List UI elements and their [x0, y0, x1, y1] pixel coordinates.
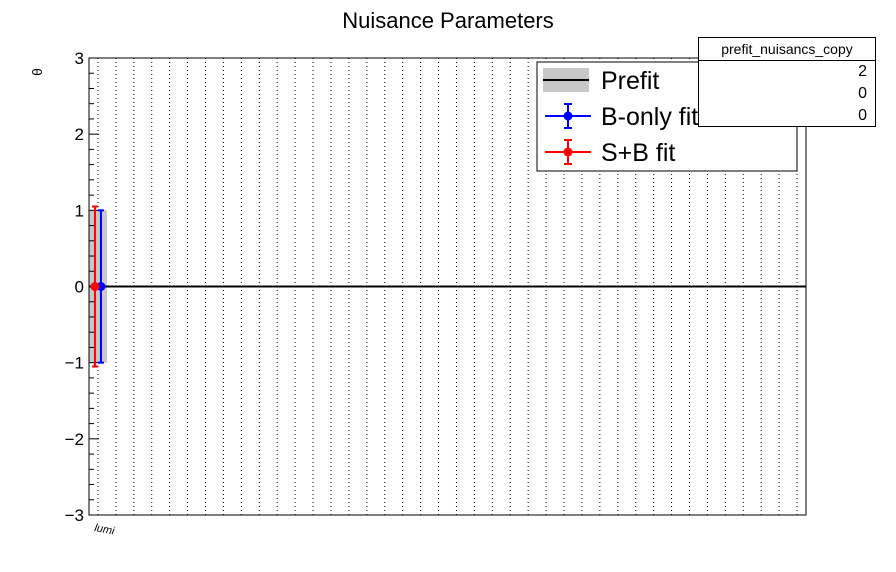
- stats-box-title: prefit_nuisancs_copy: [699, 38, 875, 61]
- legend-marker: [563, 147, 573, 157]
- x-category-label: lumi: [93, 522, 115, 537]
- stats-box-row: 0: [858, 107, 867, 124]
- stats-box-row: 2: [858, 63, 867, 80]
- legend-label: B-only fit: [601, 103, 698, 131]
- y-tick-label: −3: [65, 506, 84, 525]
- data-point: [90, 282, 100, 291]
- y-tick-label: 1: [75, 201, 84, 220]
- y-axis-label: θ: [29, 68, 45, 76]
- chart-title: Nuisance Parameters: [342, 8, 554, 33]
- y-tick-label: 0: [75, 278, 84, 297]
- legend-marker: [563, 111, 573, 121]
- data-layer: [89, 205, 806, 368]
- stats-box-row: 0: [858, 85, 867, 102]
- y-tick-label: 3: [75, 49, 84, 68]
- legend-label: S+B fit: [601, 139, 675, 167]
- y-tick-label: −1: [65, 354, 84, 373]
- y-tick-label: −2: [65, 430, 84, 449]
- stats-box: prefit_nuisancs_copy 2 0 0: [698, 37, 876, 127]
- y-tick-label: 2: [75, 125, 84, 144]
- legend-label: Prefit: [601, 67, 659, 95]
